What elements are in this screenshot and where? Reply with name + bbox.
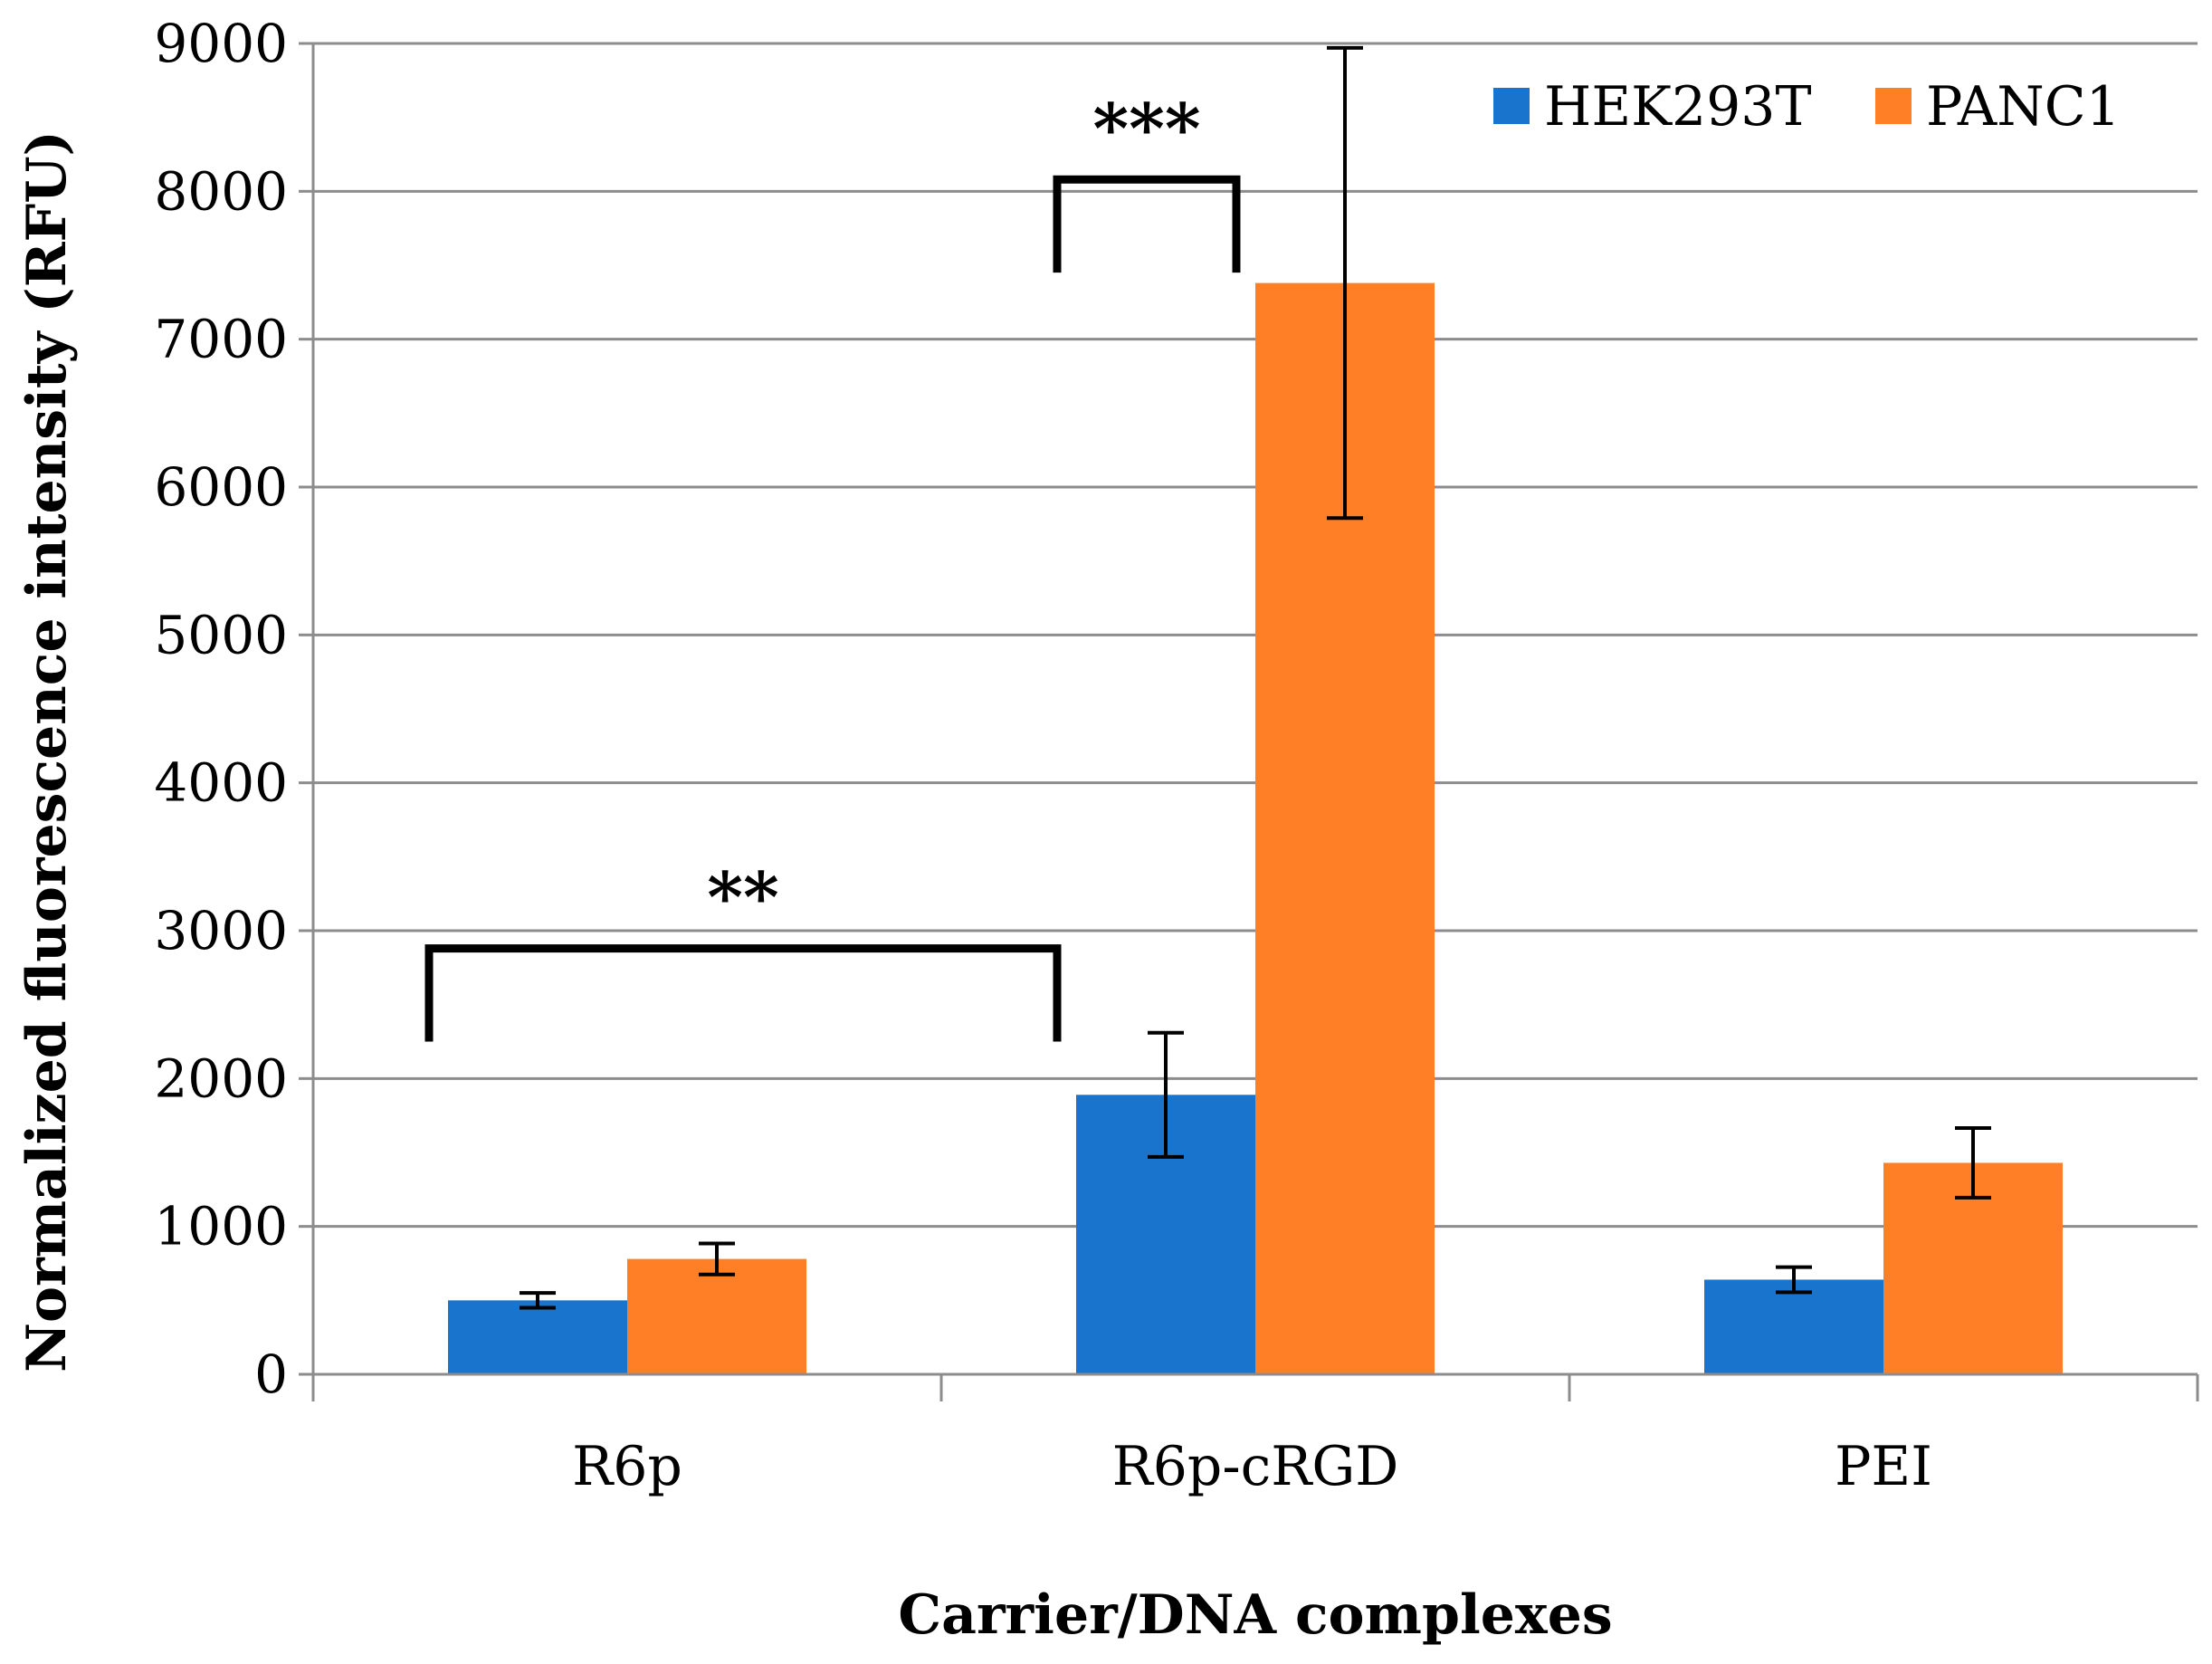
y-tick-label: 3000	[154, 900, 288, 961]
significance-bracket	[424, 944, 1062, 1042]
y-tick-label: 1000	[154, 1196, 288, 1258]
y-tick-label: 5000	[154, 604, 288, 665]
bar-hek293t-r6p	[448, 1300, 627, 1374]
x-category-label: R6p-cRGD	[1112, 1435, 1399, 1498]
bar-panc1-r6p	[627, 1258, 806, 1374]
significance-label: **	[707, 857, 779, 938]
y-tick-label: 9000	[154, 13, 288, 74]
y-tick-label: 4000	[154, 752, 288, 814]
x-category-label: R6p	[572, 1435, 682, 1498]
legend-swatch-panc1	[1875, 88, 1912, 124]
y-tick-label: 7000	[154, 309, 288, 370]
legend-label: PANC1	[1926, 75, 2121, 139]
y-tick-label: 2000	[154, 1047, 288, 1109]
legend-swatch-hek293t	[1493, 88, 1530, 124]
bar-hek293t-pei	[1704, 1279, 1883, 1374]
y-tick-label: 0	[254, 1344, 288, 1405]
y-tick-label: 6000	[154, 456, 288, 518]
significance-bracket	[1053, 175, 1241, 273]
legend-label: HEK293T	[1544, 75, 1812, 139]
significance-label: ***	[1092, 88, 1200, 168]
x-axis-title: Carrier/DNA complexes	[898, 1583, 1612, 1647]
x-category-label: PEI	[1835, 1435, 1932, 1498]
y-axis-title: Normalized fluorescence intensity (RFU)	[15, 130, 79, 1372]
y-tick-label: 8000	[154, 160, 288, 222]
